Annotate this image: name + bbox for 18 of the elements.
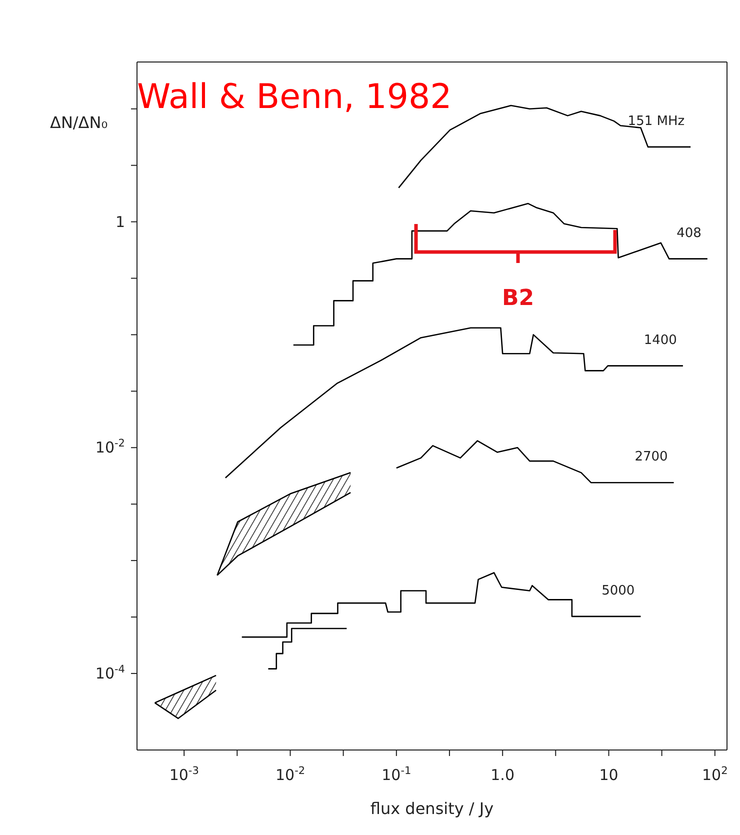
y-axis-title: ΔN/ΔN₀	[50, 113, 108, 132]
x-tick-label: 10$^{-3}$	[169, 765, 199, 784]
annotation: B2	[502, 286, 534, 311]
x-axis-title: flux density / Jy	[370, 799, 494, 818]
annotation: Wall & Benn, 1982	[137, 77, 452, 117]
series-label: 5000	[602, 583, 635, 598]
y-tick-label: 10$^{-4}$	[95, 663, 126, 682]
x-tick-label: 1.0	[490, 766, 515, 784]
series-label: 2700	[634, 450, 668, 465]
series-label: 1400	[644, 332, 677, 348]
series-label: 408	[676, 226, 702, 241]
x-tick-label: 10$^{2}$	[702, 765, 728, 784]
x-tick-label: 10$^{-1}$	[382, 765, 412, 784]
y-tick-label: 10$^{-2}$	[95, 438, 125, 457]
x-tick-label: 10$^{-2}$	[275, 765, 306, 784]
y-tick-label: 1	[115, 212, 125, 231]
series-label: 151 MHz	[628, 114, 685, 129]
x-tick-label: 10	[599, 766, 618, 784]
